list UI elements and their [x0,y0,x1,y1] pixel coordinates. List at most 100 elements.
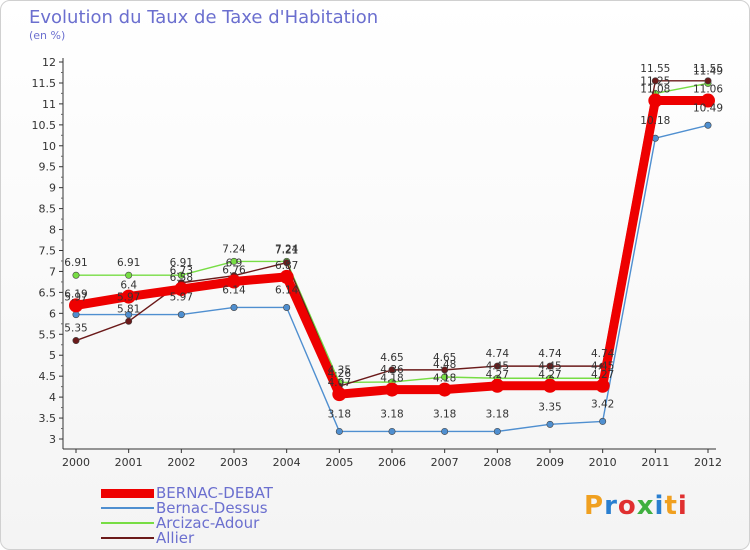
data-point [546,420,554,428]
data-label: 6.91 [170,257,193,269]
data-label: 4.74 [591,348,615,360]
x-tick-label: 2005 [325,456,353,469]
data-label: 3.18 [380,408,403,420]
data-label: 4.35 [328,364,351,376]
data-label: 4.45 [486,360,509,372]
y-tick-label: 3.5 [39,412,57,425]
data-label: 4.07 [328,377,351,389]
data-label: 11.25 [640,75,670,87]
legend-swatch [101,507,154,509]
data-label: 6.87 [275,260,298,272]
data-point [283,259,291,267]
proxiti-logo: Proxiti [584,491,688,521]
data-label: 4.27 [591,369,614,381]
x-tick-label: 2009 [536,456,564,469]
x-tick-label: 2002 [167,456,195,469]
data-point [388,366,396,374]
y-tick-label: 8.5 [39,203,57,216]
data-point [648,93,663,108]
y-tick-label: 5 [49,349,56,362]
data-label: 4.45 [591,360,614,372]
data-point [595,378,610,393]
data-label: 4.18 [380,373,403,385]
data-point [704,121,712,129]
legend-label: Bernac-Dessus [156,499,268,517]
data-label: 4.74 [486,348,510,360]
x-tick-label: 2003 [220,456,248,469]
data-label: 5.81 [117,303,140,315]
y-tick-label: 11.5 [32,77,57,90]
data-label: 3.42 [591,398,614,410]
data-label: 6.91 [117,257,140,269]
data-point [72,337,80,345]
data-label: 7.24 [275,243,299,255]
data-point [227,274,241,289]
data-label: 7.24 [222,243,246,255]
data-point [385,382,399,397]
data-label: 11.06 [693,84,723,96]
x-tick-label: 2001 [115,456,143,469]
data-point [441,366,449,374]
data-label: 6.19 [64,288,87,300]
data-label: 4.45 [538,360,561,372]
data-label: 4.65 [380,352,403,364]
x-tick-label: 2007 [431,456,459,469]
data-point [230,303,238,311]
y-tick-label: 10 [42,140,56,153]
y-tick-label: 11 [42,98,56,111]
data-point [69,298,83,313]
data-point [279,269,294,284]
data-label: 3.18 [433,408,456,420]
data-label: 6.9 [226,258,243,270]
data-label: 4.27 [486,369,509,381]
x-tick-label: 2000 [62,456,90,469]
legend-label: Arcizac-Adour [156,514,260,532]
data-label: 3.18 [328,408,351,420]
data-label: 4.27 [538,369,561,381]
legend-label: Allier [156,529,195,547]
data-point [125,317,133,325]
data-label: 5.97 [117,292,140,304]
data-label: 3.35 [538,401,561,413]
y-tick-label: 8 [49,224,56,237]
data-point [388,427,396,435]
data-label: 6.73 [170,265,193,277]
data-point [283,303,291,311]
data-label: 5.35 [64,323,87,335]
data-point [493,362,501,370]
data-point [441,373,449,381]
x-tick-label: 2012 [694,456,722,469]
data-label: 10.18 [640,115,670,127]
chart-title: Evolution du Taux de Taxe d'Habitation [29,7,379,28]
data-point [125,271,133,279]
data-label: 11.08 [640,84,670,96]
y-tick-label: 4 [49,391,56,404]
data-point [704,77,712,85]
data-point [335,427,343,435]
y-tick-label: 10.5 [32,119,57,132]
x-tick-label: 2004 [273,456,301,469]
y-tick-label: 9.5 [39,161,57,174]
legend-swatch [101,522,154,524]
data-point [121,289,136,304]
data-label: 7.21 [275,245,298,257]
y-tick-label: 6 [49,307,56,320]
legend-swatch [101,488,154,498]
data-label: 11.49 [693,65,723,77]
y-tick-label: 12 [42,56,56,69]
data-label: 4.36 [380,364,404,376]
y-tick-label: 9 [49,182,56,195]
data-point [543,378,557,393]
data-point [599,417,607,425]
data-label: 4.65 [433,352,456,364]
data-label: 10.49 [693,102,723,114]
data-point [177,311,185,319]
x-tick-label: 2006 [378,456,406,469]
y-tick-label: 7.5 [39,245,57,258]
x-tick-label: 2011 [641,456,669,469]
data-label: 11.55 [640,63,670,75]
data-point [490,378,505,393]
data-point [441,427,449,435]
legend-swatch [101,537,154,539]
y-tick-label: 6.5 [39,286,57,299]
